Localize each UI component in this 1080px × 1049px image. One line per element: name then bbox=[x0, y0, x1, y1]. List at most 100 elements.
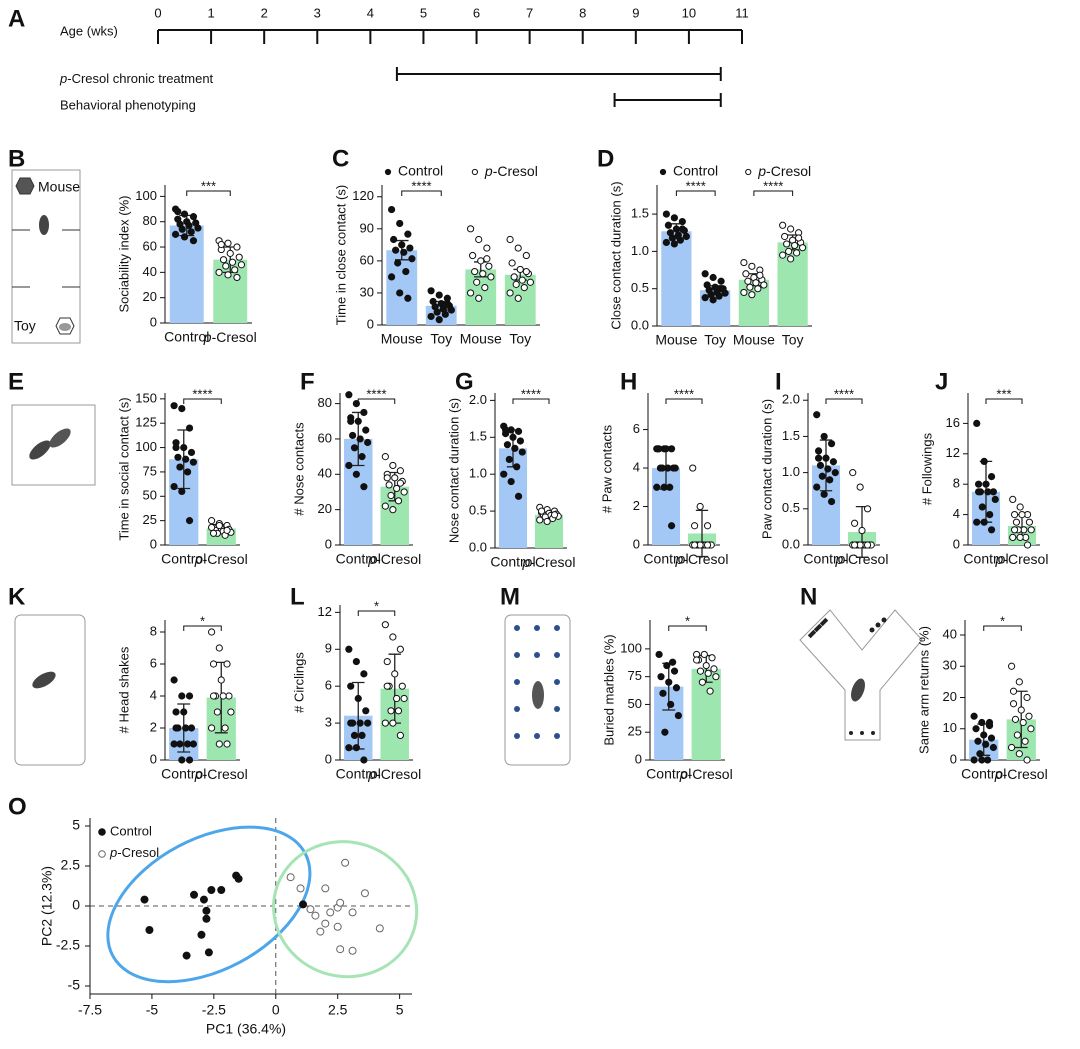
x-tick-label: Toy bbox=[430, 331, 452, 347]
data-point bbox=[536, 516, 544, 524]
legend-label: Control bbox=[398, 163, 443, 179]
y-tick-label: 120 bbox=[352, 188, 374, 203]
data-point bbox=[700, 650, 708, 659]
data-point bbox=[669, 658, 677, 666]
x-tick-label: Control bbox=[803, 551, 848, 567]
y-tick-label: 20 bbox=[143, 289, 157, 304]
x-tick-label: Control bbox=[646, 766, 691, 782]
data-point bbox=[487, 273, 495, 281]
significance-bracket bbox=[753, 190, 794, 196]
data-point bbox=[400, 694, 408, 703]
data-point bbox=[475, 235, 483, 244]
confidence-ellipse bbox=[272, 840, 419, 979]
data-point bbox=[744, 277, 752, 285]
data-point bbox=[471, 267, 479, 276]
data-point bbox=[217, 886, 226, 894]
data-point bbox=[174, 207, 182, 216]
y-tick-label: 60 bbox=[143, 238, 157, 253]
data-point bbox=[824, 465, 832, 473]
panel-letter: F bbox=[300, 368, 315, 395]
y-tick-label: 60 bbox=[318, 430, 332, 445]
y-tick-label: 6 bbox=[150, 655, 157, 670]
data-point bbox=[1007, 743, 1016, 752]
data-point bbox=[209, 660, 218, 668]
data-point bbox=[174, 453, 182, 461]
y-tick-label: 4 bbox=[953, 506, 960, 521]
data-point bbox=[178, 692, 186, 700]
data-point bbox=[831, 469, 839, 477]
data-point bbox=[658, 464, 666, 472]
legend-label: p-Cresol bbox=[484, 163, 538, 179]
data-point bbox=[717, 285, 725, 293]
bar bbox=[386, 250, 418, 325]
panel-letter: A bbox=[8, 5, 25, 32]
data-point bbox=[400, 248, 408, 256]
significance-bracket bbox=[183, 625, 222, 631]
x-tick-label: 5 bbox=[396, 1002, 404, 1018]
icon-cage bbox=[15, 177, 35, 195]
data-point bbox=[348, 946, 357, 955]
data-point bbox=[756, 271, 764, 279]
data-point bbox=[396, 645, 404, 653]
panel-letter: H bbox=[620, 368, 637, 395]
y-tick-label: 100 bbox=[620, 640, 642, 655]
data-point bbox=[145, 926, 154, 934]
data-point bbox=[709, 273, 717, 282]
y-tick-label: 1.5 bbox=[469, 429, 487, 444]
data-point bbox=[779, 251, 787, 259]
data-point bbox=[987, 473, 996, 481]
data-point bbox=[717, 277, 725, 285]
data-point bbox=[352, 470, 360, 478]
data-point bbox=[1025, 518, 1034, 526]
x-tick-label: 9 bbox=[632, 5, 639, 20]
period-bar bbox=[395, 67, 722, 81]
data-point bbox=[185, 756, 194, 764]
data-point bbox=[813, 411, 821, 419]
y-tick-label: 5 bbox=[72, 817, 80, 833]
data-point bbox=[178, 487, 186, 496]
data-point bbox=[387, 707, 395, 715]
data-point bbox=[783, 240, 791, 248]
data-point bbox=[507, 477, 515, 486]
data-point bbox=[172, 443, 180, 452]
y-axis-label: # Nose contacts bbox=[291, 422, 306, 516]
data-point bbox=[1018, 510, 1026, 519]
data-point bbox=[396, 479, 404, 487]
data-point bbox=[381, 453, 389, 461]
data-point bbox=[194, 224, 202, 232]
data-point bbox=[978, 718, 986, 727]
data-point bbox=[1015, 678, 1023, 686]
data-point bbox=[447, 306, 456, 314]
x-tick-label: Control bbox=[643, 551, 688, 567]
y-tick-label: 40 bbox=[318, 466, 332, 481]
data-point bbox=[849, 469, 857, 477]
y-tick-label: 0.0 bbox=[782, 536, 800, 551]
data-point bbox=[345, 391, 353, 399]
icon-cage bbox=[504, 614, 571, 766]
significance-bracket bbox=[675, 190, 716, 196]
data-point bbox=[475, 294, 483, 302]
data-point bbox=[672, 225, 680, 233]
data-point bbox=[197, 930, 206, 939]
y-tick-label: 60 bbox=[360, 252, 374, 267]
data-point bbox=[347, 719, 355, 727]
data-point bbox=[672, 684, 681, 692]
y-axis-label: Paw contact duration (s) bbox=[759, 399, 774, 539]
y-tick-label: 2 bbox=[633, 498, 640, 513]
data-point bbox=[522, 267, 530, 276]
data-point bbox=[702, 661, 710, 670]
data-point bbox=[435, 291, 443, 299]
significance-label: * bbox=[374, 598, 379, 613]
data-point bbox=[511, 444, 519, 452]
icon-maze bbox=[799, 609, 923, 741]
y-tick-label: 2.5 bbox=[61, 857, 81, 873]
data-point bbox=[972, 725, 980, 733]
x-tick-label: Control bbox=[963, 551, 1008, 567]
x-tick-label: 8 bbox=[579, 5, 586, 20]
y-tick-label: 0 bbox=[325, 536, 332, 551]
data-point bbox=[182, 455, 190, 463]
significance-bracket bbox=[357, 398, 396, 404]
data-point bbox=[187, 228, 195, 236]
significance-bracket bbox=[401, 190, 442, 196]
